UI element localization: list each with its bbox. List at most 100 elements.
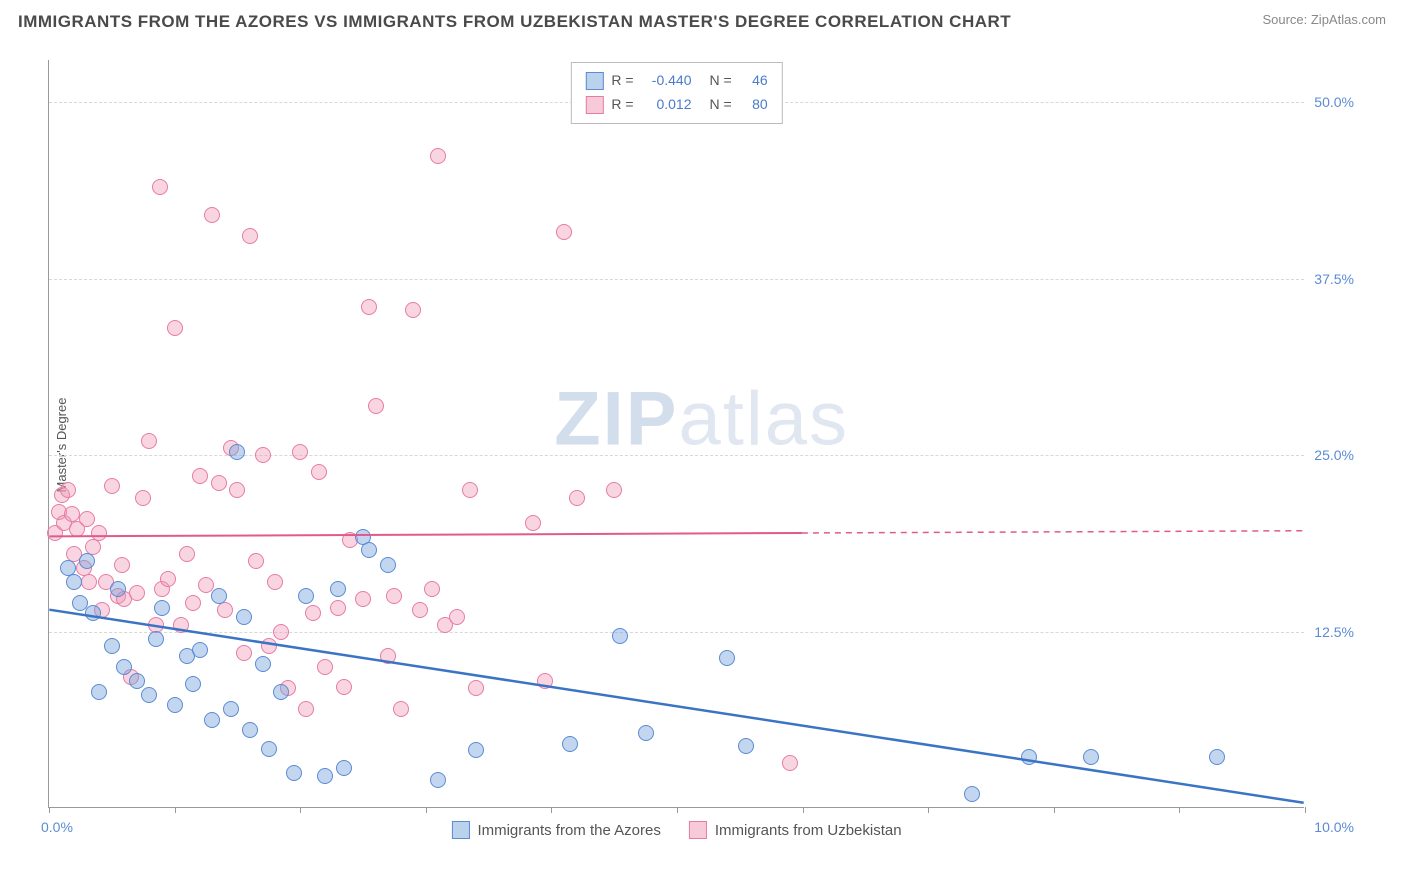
x-tick [1179,807,1180,813]
scatter-point [468,742,484,758]
scatter-point [236,609,252,625]
scatter-point [160,571,176,587]
scatter-point [229,482,245,498]
scatter-point [217,602,233,618]
x-axis-max-label: 10.0% [1314,819,1354,835]
scatter-point [91,525,107,541]
x-tick [551,807,552,813]
x-tick [677,807,678,813]
legend-series-item: Immigrants from Uzbekistan [689,821,902,839]
scatter-point [255,656,271,672]
scatter-point [462,482,478,498]
legend-stat-row: R = -0.440 N = 46 [585,69,767,93]
scatter-point [569,490,585,506]
scatter-point [562,736,578,752]
scatter-point [298,588,314,604]
scatter-point [612,628,628,644]
scatter-point [267,574,283,590]
scatter-point [311,464,327,480]
x-tick [803,807,804,813]
scatter-point [468,680,484,696]
x-axis-min-label: 0.0% [41,819,73,835]
legend-series: Immigrants from the AzoresImmigrants fro… [451,821,901,839]
scatter-point [167,697,183,713]
scatter-point [368,398,384,414]
scatter-point [173,617,189,633]
scatter-point [114,557,130,573]
legend-series-label: Immigrants from Uzbekistan [715,822,902,839]
scatter-point [60,482,76,498]
scatter-point [104,638,120,654]
x-tick [300,807,301,813]
scatter-point [141,433,157,449]
scatter-point [317,659,333,675]
legend-swatch-icon [689,821,707,839]
scatter-point [129,673,145,689]
scatter-point [148,631,164,647]
r-value: 0.012 [642,93,692,117]
scatter-point [412,602,428,618]
chart-container: Master's Degree ZIPatlas R = -0.440 N = … [48,60,1338,830]
trend-lines [49,60,1304,807]
scatter-point [405,302,421,318]
gridline [49,632,1304,633]
scatter-point [79,553,95,569]
scatter-point [223,701,239,717]
scatter-point [449,609,465,625]
legend-swatch-icon [585,96,603,114]
scatter-point [85,605,101,621]
scatter-point [129,585,145,601]
y-tick-label: 50.0% [1314,94,1354,110]
scatter-point [298,701,314,717]
scatter-point [286,765,302,781]
x-tick [1054,807,1055,813]
scatter-point [135,490,151,506]
scatter-point [185,595,201,611]
scatter-point [242,722,258,738]
scatter-point [361,299,377,315]
scatter-point [380,648,396,664]
scatter-point [185,676,201,692]
scatter-point [81,574,97,590]
scatter-point [430,772,446,788]
n-value: 80 [740,93,768,117]
scatter-point [255,447,271,463]
scatter-point [110,581,126,597]
scatter-point [104,478,120,494]
scatter-point [424,581,440,597]
scatter-point [964,786,980,802]
r-value: -0.440 [642,69,692,93]
chart-title: IMMIGRANTS FROM THE AZORES VS IMMIGRANTS… [18,12,1011,32]
legend-swatch-icon [585,72,603,90]
scatter-point [66,574,82,590]
scatter-point [738,738,754,754]
scatter-point [330,581,346,597]
scatter-point [336,760,352,776]
n-label: N = [710,69,732,93]
scatter-point [380,557,396,573]
scatter-point [273,624,289,640]
x-tick [49,807,50,813]
scatter-point [330,600,346,616]
r-label: R = [611,93,633,117]
r-label: R = [611,69,633,93]
x-tick [928,807,929,813]
scatter-point [261,638,277,654]
scatter-point [361,542,377,558]
scatter-point [204,712,220,728]
y-tick-label: 12.5% [1314,624,1354,640]
scatter-point [79,511,95,527]
scatter-point [719,650,735,666]
scatter-point [336,679,352,695]
legend-stat-row: R = 0.012 N = 80 [585,93,767,117]
scatter-point [782,755,798,771]
scatter-point [91,684,107,700]
scatter-point [393,701,409,717]
scatter-point [537,673,553,689]
legend-swatch-icon [451,821,469,839]
scatter-point [1209,749,1225,765]
scatter-point [236,645,252,661]
scatter-point [242,228,258,244]
scatter-point [261,741,277,757]
scatter-point [116,659,132,675]
